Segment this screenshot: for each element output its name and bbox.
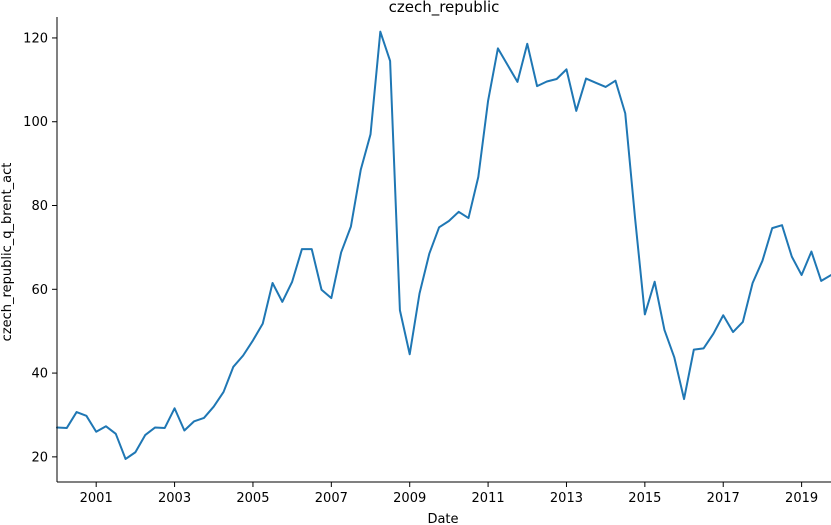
series-line	[56, 30, 831, 460]
x-tick-label: 2015	[628, 491, 661, 506]
x-tick-label: 2005	[236, 491, 269, 506]
axes-frame	[56, 17, 831, 483]
chart-title: czech_republic	[389, 0, 500, 17]
x-tick-label: 2019	[785, 491, 818, 506]
y-axis-ticks: 20 40 60 80 100 120	[23, 31, 57, 465]
x-tick-label: 2009	[393, 491, 426, 506]
y-tick-label: 20	[31, 450, 48, 465]
y-tick-label: 120	[23, 31, 48, 46]
y-tick-label: 100	[23, 115, 48, 130]
x-axis-label: Date	[427, 512, 458, 525]
y-tick-label: 80	[31, 199, 48, 214]
y-tick-label: 60	[31, 283, 48, 298]
plot-area	[56, 30, 831, 460]
x-axis-ticks: 2001 2003 2005 2007 2009 2011 2013 2015 2017 2019	[80, 482, 818, 506]
y-tick-label: 40	[31, 367, 48, 382]
x-tick-label: 2013	[550, 491, 583, 506]
x-tick-label: 2001	[80, 491, 113, 506]
x-tick-label: 2017	[707, 491, 740, 506]
y-axis-label: czech_republic_q_brent_act	[0, 163, 15, 342]
x-tick-label: 2003	[158, 491, 191, 506]
x-tick-label: 2007	[315, 491, 348, 506]
x-tick-label: 2011	[472, 491, 505, 506]
